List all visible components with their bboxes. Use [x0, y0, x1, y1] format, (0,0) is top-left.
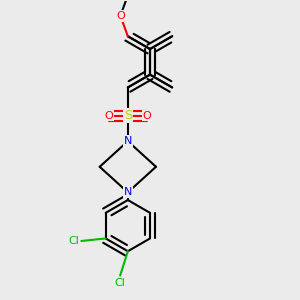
Text: S: S	[124, 109, 132, 122]
Text: O: O	[104, 111, 113, 121]
Text: N: N	[124, 188, 132, 197]
Text: O: O	[116, 11, 125, 21]
Text: N: N	[124, 136, 132, 146]
Text: O: O	[143, 111, 152, 121]
Text: Cl: Cl	[68, 236, 79, 246]
Text: Cl: Cl	[115, 278, 126, 288]
